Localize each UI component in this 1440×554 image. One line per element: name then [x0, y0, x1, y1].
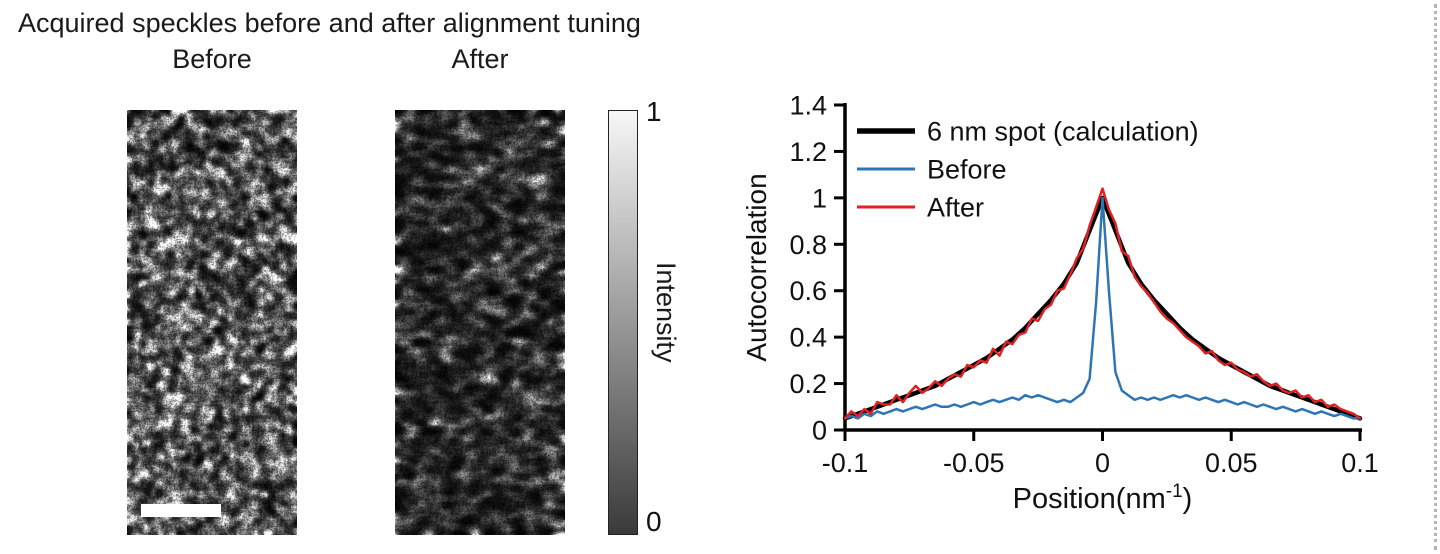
y-tick-label: 1 [812, 183, 827, 213]
x-tick-label: 0.1 [1341, 448, 1379, 478]
legend-label-2: After [927, 193, 984, 223]
x-tick-label: 0.05 [1205, 448, 1258, 478]
series-line-0 [842, 195, 1363, 421]
right-edge-dotted-line [1434, 4, 1437, 550]
y-tick-label: 1.4 [789, 91, 827, 121]
intensity-colorbar [608, 110, 638, 535]
before-image-label: Before [172, 44, 252, 74]
y-tick-label: 0.8 [789, 230, 827, 260]
x-tick-label: -0.05 [943, 448, 1005, 478]
speckle-before-canvas [127, 110, 297, 535]
legend-label-0: 6 nm spot (calculation) [927, 117, 1199, 147]
colorbar-max-label: 1 [646, 96, 662, 127]
series-line-2 [843, 187, 1362, 420]
speckle-image-after [395, 110, 565, 535]
legend-label-1: Before [927, 155, 1007, 185]
x-tick-label: 0 [1095, 448, 1110, 478]
colorbar-axis-label: Intensity [651, 262, 681, 363]
after-image-label: After [451, 44, 509, 74]
series-line-1 [843, 196, 1362, 420]
y-tick-label: 0.4 [789, 323, 827, 353]
colorbar-min-label: 0 [646, 506, 662, 537]
y-tick-label: 0.6 [789, 276, 827, 306]
figure-title: Acquired speckles before and after align… [18, 8, 641, 38]
x-tick-label: -0.1 [822, 448, 869, 478]
y-tick-label: 0.2 [789, 369, 827, 399]
speckle-after-canvas [395, 110, 565, 535]
y-tick-label: 0 [812, 416, 827, 446]
y-axis-title: Autocorrelation [741, 173, 772, 361]
y-tick-label: 1.2 [789, 137, 827, 167]
autocorrelation-chart: 0 0.2 0.4 0.6 0.8 1 1.2 1.4 -0.1 -0.05 0 0.05 0.1 Pos… [741, 91, 1379, 516]
x-axis-title: Position(nm-1) [1013, 481, 1193, 515]
scale-bar [141, 504, 221, 517]
speckle-image-before [127, 110, 297, 535]
